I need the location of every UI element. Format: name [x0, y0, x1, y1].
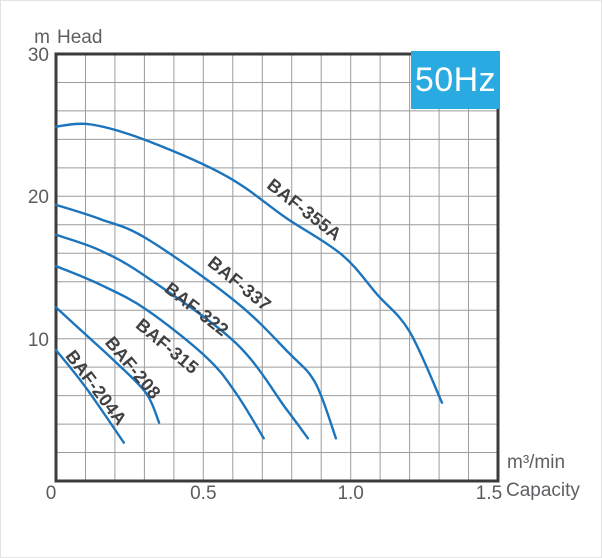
x-tick-label: 0 [45, 483, 57, 504]
x-tick-label: 0.5 [190, 483, 217, 504]
y-tick-label: 10 [27, 329, 49, 351]
grid-lines [56, 54, 498, 481]
pump-curve-BAF-355A [54, 122, 444, 404]
y-axis-unit: m [34, 27, 50, 48]
y-tick-label: 30 [27, 45, 49, 66]
x-tick-label: 1.0 [337, 483, 364, 504]
pump-curve-BAF-315 [54, 264, 265, 440]
pump-curve-BAF-337 [54, 203, 338, 440]
pump-curve-BAF-322 [54, 233, 310, 440]
x-tick-label: 1.5 [475, 483, 503, 504]
y-axis-label: Head [57, 27, 103, 48]
x-axis-label: Capacity [506, 480, 580, 501]
frequency-badge: 50Hz [411, 51, 500, 109]
pump-curve-BAF-208 [54, 306, 161, 424]
pump-curves [54, 122, 444, 444]
plot-border [54, 52, 500, 483]
curve-label-BAF-322: BAF-322 [161, 278, 233, 340]
x-axis-unit: m³/min [507, 452, 566, 473]
y-tick-label: 20 [27, 187, 49, 209]
pump-curve-BAF-204A [54, 348, 125, 444]
